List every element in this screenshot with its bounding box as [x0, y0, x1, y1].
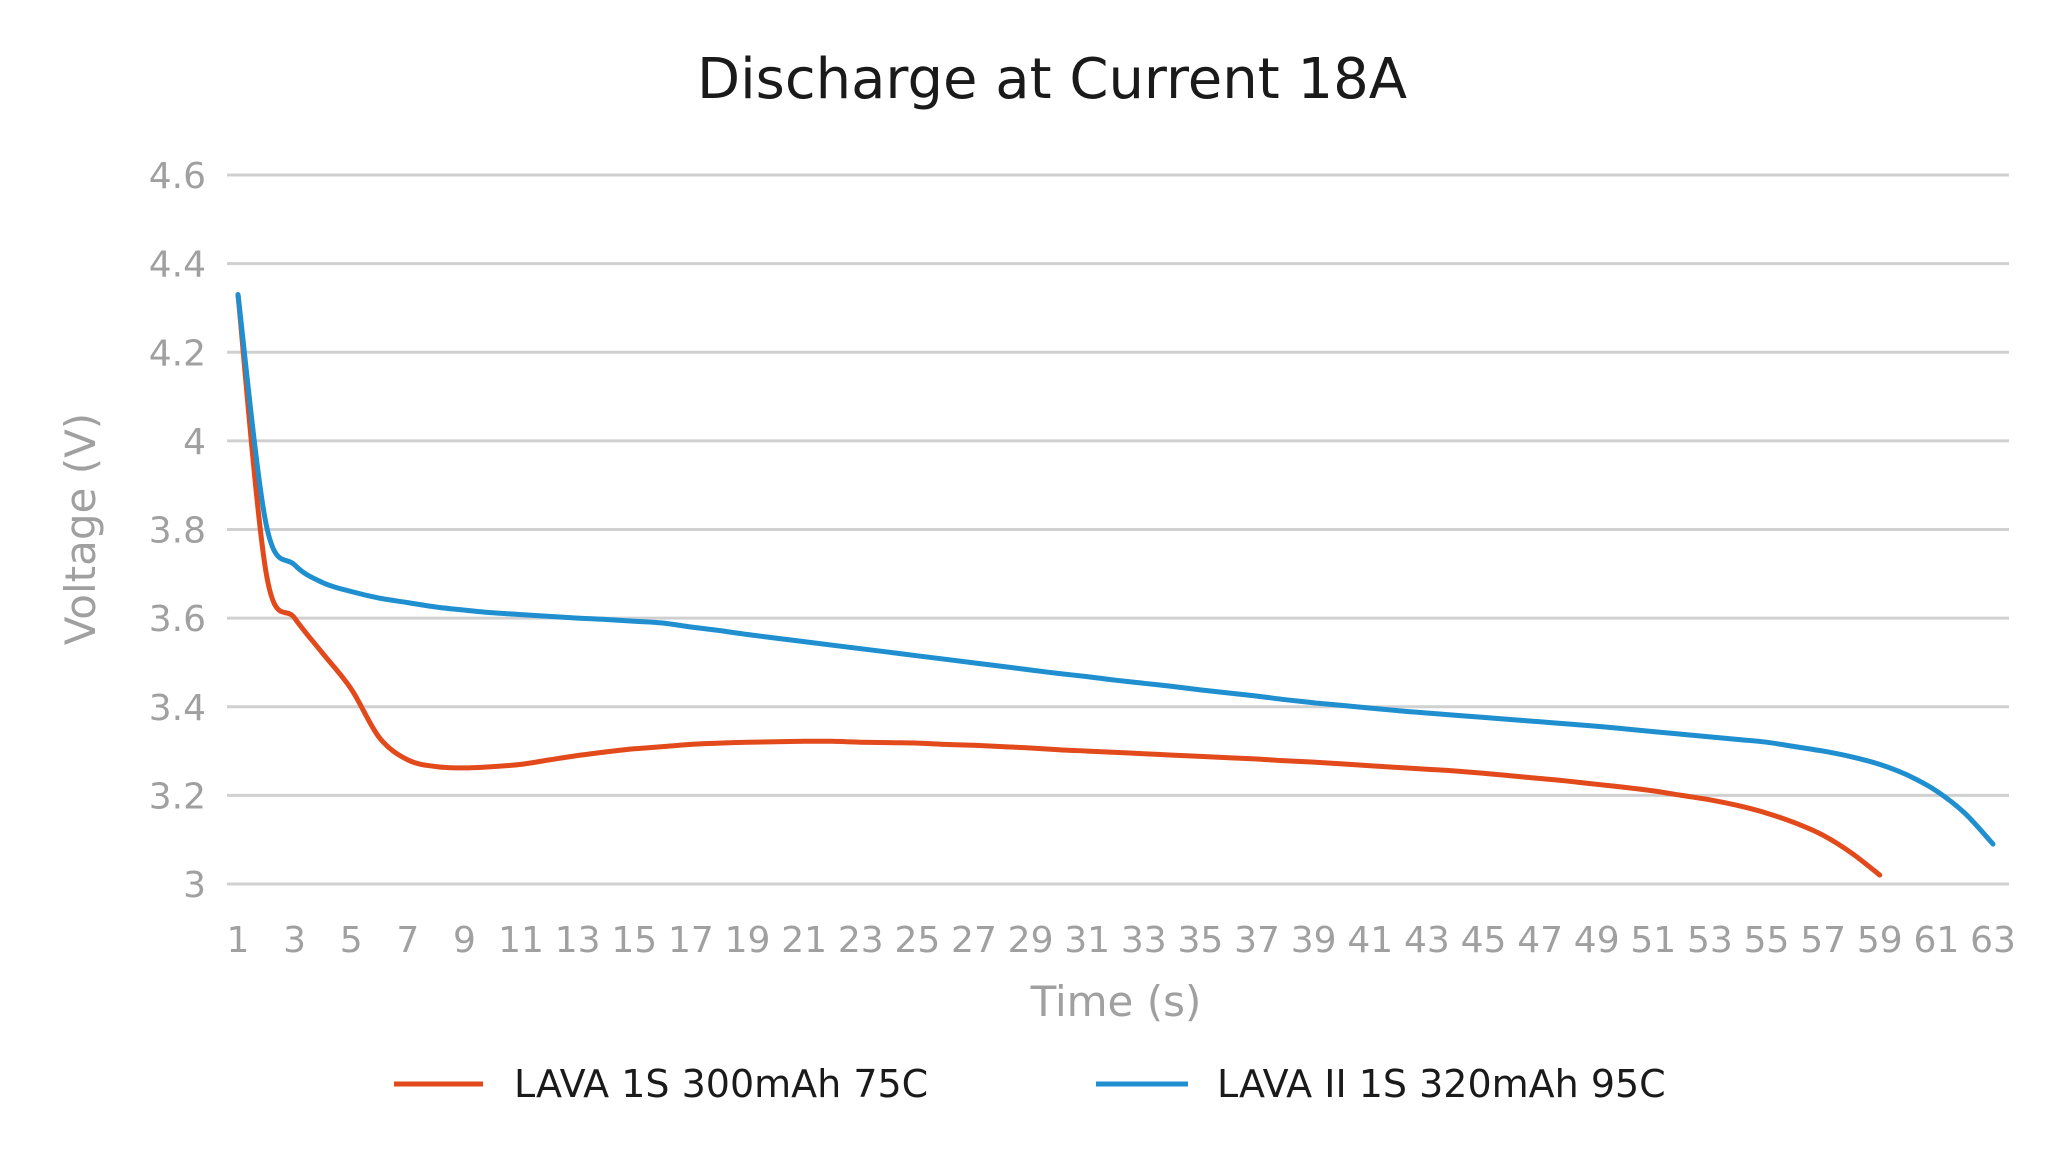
y-axis-title: Voltage (V) — [56, 413, 105, 645]
y-tick-label: 4.6 — [149, 156, 206, 197]
x-tick-label: 13 — [555, 920, 601, 961]
x-tick-label: 1 — [227, 920, 250, 961]
series-lines — [235, 292, 1996, 878]
x-tick-label: 47 — [1517, 920, 1563, 961]
x-tick-label: 29 — [1008, 920, 1054, 961]
x-axis-title: Time (s) — [1030, 977, 1202, 1026]
legend-label-series-1: LAVA 1S 300mAh 75C — [514, 1062, 928, 1106]
x-tick-label: 49 — [1574, 920, 1620, 961]
x-tick-label: 27 — [951, 920, 997, 961]
x-tick-label: 37 — [1234, 920, 1280, 961]
series-line-2 — [235, 292, 1996, 847]
x-tick-label: 21 — [781, 920, 827, 961]
x-tick-label: 3 — [283, 920, 306, 961]
x-tick-label: 45 — [1461, 920, 1507, 961]
x-tick-label: 19 — [725, 920, 771, 961]
legend: LAVA 1S 300mAh 75C LAVA II 1S 320mAh 95C — [394, 1062, 1666, 1106]
y-tick-label: 3.2 — [149, 776, 206, 817]
x-tick-label: 63 — [1970, 920, 2016, 961]
x-tick-label: 23 — [838, 920, 884, 961]
x-tick-label: 39 — [1291, 920, 1337, 961]
series-line-1 — [235, 292, 1883, 878]
y-tick-labels: 3 3.2 3.4 3.6 3.8 4 4.2 4.4 4.6 — [149, 156, 206, 906]
y-tick-label: 3.4 — [149, 688, 206, 729]
x-tick-label: 55 — [1744, 920, 1790, 961]
y-tick-label: 4.2 — [149, 333, 206, 374]
chart-title: Discharge at Current 18A — [697, 47, 1407, 112]
x-tick-label: 61 — [1913, 920, 1959, 961]
x-tick-label: 11 — [498, 920, 544, 961]
y-tick-label: 3.8 — [149, 511, 206, 552]
x-tick-label: 7 — [396, 920, 419, 961]
x-tick-label: 5 — [340, 920, 363, 961]
x-tick-label: 57 — [1800, 920, 1846, 961]
x-tick-label: 51 — [1630, 920, 1676, 961]
gridlines — [227, 173, 2009, 886]
x-tick-label: 9 — [453, 920, 476, 961]
y-tick-label: 4.4 — [149, 245, 206, 286]
x-tick-label: 25 — [894, 920, 940, 961]
y-tick-label: 3 — [183, 865, 206, 906]
x-tick-label: 17 — [668, 920, 714, 961]
x-tick-label: 35 — [1178, 920, 1224, 961]
y-tick-label: 4 — [183, 422, 206, 463]
x-tick-labels: 1 3 5 7 9 11 13 15 17 19 21 23 25 27 29 31 33 35 37 39 41 43 4… — [227, 920, 2016, 961]
y-tick-label: 3.6 — [149, 599, 206, 640]
x-tick-label: 41 — [1347, 920, 1393, 961]
x-tick-label: 53 — [1687, 920, 1733, 961]
x-tick-label: 59 — [1857, 920, 1903, 961]
x-tick-label: 15 — [611, 920, 657, 961]
legend-label-series-2: LAVA II 1S 320mAh 95C — [1217, 1062, 1666, 1106]
x-tick-label: 33 — [1121, 920, 1167, 961]
x-tick-label: 31 — [1064, 920, 1110, 961]
x-tick-label: 43 — [1404, 920, 1450, 961]
